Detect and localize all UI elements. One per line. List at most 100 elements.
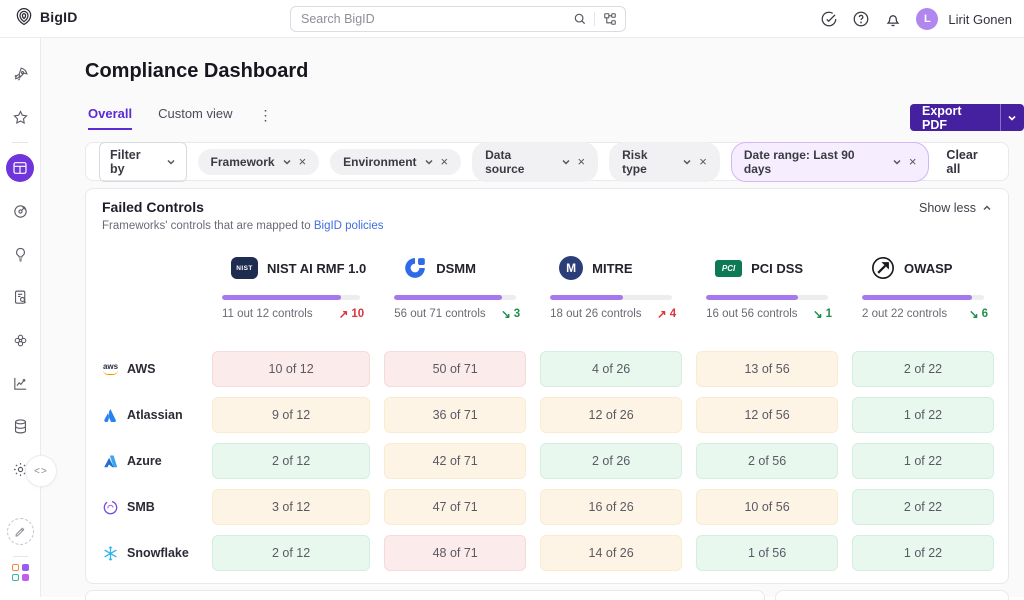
clear-all-filters-button[interactable]: Clear all <box>946 148 995 176</box>
target-icon <box>12 203 29 220</box>
failed-controls-cell[interactable]: 2 of 22 <box>852 489 994 525</box>
failed-controls-cell[interactable]: 2 of 22 <box>852 351 994 387</box>
data-source-name: AWS <box>127 362 155 376</box>
trend-down-arrow-icon: ↘ <box>813 307 823 321</box>
sidebar-item-analytics[interactable] <box>6 369 34 397</box>
nist-logo-icon: NIST <box>231 257 258 279</box>
database-icon <box>12 418 29 435</box>
filter-pill-label: Framework <box>211 155 275 169</box>
sidebar <box>0 38 41 597</box>
failed-controls-cell[interactable]: 2 of 12 <box>212 535 370 571</box>
chevron-down-icon[interactable] <box>282 157 292 167</box>
filter-pill-date-range-last-90-days[interactable]: Date range: Last 90 days × <box>731 142 930 182</box>
data-source-label: Azure <box>102 443 198 479</box>
sidebar-footer-divider <box>13 556 28 557</box>
bigid-policies-link[interactable]: BigID policies <box>314 220 384 232</box>
global-search[interactable] <box>290 6 626 32</box>
failed-controls-cell[interactable]: 1 of 22 <box>852 443 994 479</box>
tabs-more-menu-icon[interactable]: ⋮ <box>259 107 273 124</box>
failed-controls-cell[interactable]: 47 of 71 <box>384 489 526 525</box>
sidebar-collapse-toggle[interactable]: <> <box>25 455 57 487</box>
show-less-toggle[interactable]: Show less <box>919 201 992 215</box>
bigid-logo[interactable]: BigID <box>14 7 78 27</box>
failed-controls-cell[interactable]: 1 of 22 <box>852 535 994 571</box>
failed-controls-cell[interactable]: 14 of 26 <box>540 535 682 571</box>
data-source-name: SMB <box>127 500 155 514</box>
filter-pill-data-source[interactable]: Data source × <box>472 142 598 182</box>
search-icon[interactable] <box>572 12 587 27</box>
chevron-down-icon[interactable] <box>892 157 902 167</box>
sidebar-item-risk[interactable] <box>6 197 34 225</box>
sidebar-item-insights[interactable] <box>6 240 34 268</box>
filter-pill-risk-type[interactable]: Risk type × <box>609 142 720 182</box>
failed-controls-cell[interactable]: 3 of 12 <box>212 489 370 525</box>
trend-down-arrow-icon: ↘ <box>969 307 979 321</box>
brand-name: BigID <box>40 9 78 25</box>
remove-filter-icon[interactable]: × <box>699 155 707 168</box>
edit-button[interactable] <box>7 518 34 545</box>
trend-up-arrow-icon: ↗ <box>339 307 349 321</box>
filter-pill-environment[interactable]: Environment × <box>330 149 461 175</box>
failed-controls-cell[interactable]: 12 of 26 <box>540 397 682 433</box>
failed-controls-cell[interactable]: 42 of 71 <box>384 443 526 479</box>
filter-pill-framework[interactable]: Framework × <box>198 149 320 175</box>
failed-controls-cell[interactable]: 2 of 56 <box>696 443 838 479</box>
dsmm-logo-icon <box>403 256 427 280</box>
sidebar-divider <box>12 142 28 143</box>
data-source-name: Snowflake <box>127 546 189 560</box>
search-input[interactable] <box>299 11 572 27</box>
remove-filter-icon[interactable]: × <box>441 155 449 168</box>
data-source-label: SMB <box>102 489 198 525</box>
framework-progress-fill <box>394 295 501 300</box>
chevron-down-icon[interactable] <box>424 157 434 167</box>
apps-grid-icon[interactable] <box>12 564 29 581</box>
sidebar-item-getting-started[interactable] <box>6 60 34 88</box>
tab-overall[interactable]: Overall <box>88 106 132 130</box>
export-dropdown-chevron-icon[interactable] <box>1001 104 1024 131</box>
failed-controls-cell[interactable]: 4 of 26 <box>540 351 682 387</box>
data-source-label: Atlassian <box>102 397 198 433</box>
remove-filter-icon[interactable]: × <box>299 155 307 168</box>
failed-controls-cell[interactable]: 36 of 71 <box>384 397 526 433</box>
advanced-search-icon[interactable] <box>602 12 617 27</box>
failed-controls-cell[interactable]: 10 of 56 <box>696 489 838 525</box>
failed-controls-cell[interactable]: 2 of 26 <box>540 443 682 479</box>
framework-trend: ↗10 <box>339 307 364 321</box>
line-chart-icon <box>12 375 29 392</box>
failed-controls-cell[interactable]: 13 of 56 <box>696 351 838 387</box>
help-icon[interactable] <box>852 10 870 28</box>
failed-controls-cell[interactable]: 1 of 22 <box>852 397 994 433</box>
chevron-down-icon[interactable] <box>561 157 571 167</box>
remove-filter-icon[interactable]: × <box>909 155 917 168</box>
system-health-icon[interactable] <box>820 10 838 28</box>
tab-custom-view[interactable]: Custom view <box>158 106 232 128</box>
filter-pill-label: Risk type <box>622 148 675 176</box>
sidebar-item-integrations[interactable] <box>6 326 34 354</box>
failed-controls-cell[interactable]: 48 of 71 <box>384 535 526 571</box>
failed-controls-cell[interactable]: 16 of 26 <box>540 489 682 525</box>
sidebar-item-data[interactable] <box>6 412 34 440</box>
sidebar-item-favorites[interactable] <box>6 103 34 131</box>
failed-controls-cell[interactable]: 2 of 12 <box>212 443 370 479</box>
sidebar-item-reports[interactable] <box>6 283 34 311</box>
chevron-down-icon[interactable] <box>682 157 692 167</box>
export-pdf-button[interactable]: Export PDF <box>910 104 1024 131</box>
sidebar-item-dashboard[interactable] <box>6 154 34 182</box>
export-pdf-label[interactable]: Export PDF <box>910 104 1000 131</box>
remove-filter-icon[interactable]: × <box>578 155 586 168</box>
page-title: Compliance Dashboard <box>85 60 308 83</box>
avatar[interactable]: L <box>916 8 938 30</box>
failed-controls-cell[interactable]: 12 of 56 <box>696 397 838 433</box>
failed-controls-cell[interactable]: 50 of 71 <box>384 351 526 387</box>
failed-controls-cell[interactable]: 10 of 12 <box>212 351 370 387</box>
framework-name: NIST AI RMF 1.0 <box>267 261 366 276</box>
data-source-label: aws AWS <box>102 351 198 387</box>
rocket-icon <box>12 66 29 83</box>
failed-controls-cell[interactable]: 1 of 56 <box>696 535 838 571</box>
notifications-bell-icon[interactable] <box>884 10 902 28</box>
data-source-label: Snowflake <box>102 535 198 571</box>
failed-controls-cell[interactable]: 9 of 12 <box>212 397 370 433</box>
user-name[interactable]: Lirit Gonen <box>948 12 1012 27</box>
filter-by-dropdown[interactable]: Filter by <box>99 142 187 182</box>
framework-progress-bar <box>394 295 516 300</box>
